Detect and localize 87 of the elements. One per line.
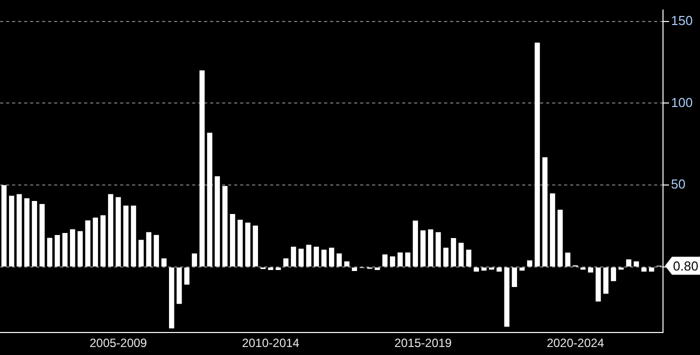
bar — [534, 42, 540, 267]
bar — [154, 234, 159, 267]
bar — [398, 252, 403, 267]
bar — [161, 258, 167, 267]
x-tick-label: 2005-2009 — [90, 336, 148, 350]
bar — [16, 194, 22, 267]
bar — [214, 176, 220, 267]
bar — [1, 185, 7, 267]
bar — [550, 193, 556, 267]
x-tick-label: 2010-2014 — [242, 336, 300, 350]
bar — [138, 240, 144, 267]
bar — [382, 254, 388, 267]
bar — [54, 234, 60, 267]
bar — [47, 238, 52, 267]
bar — [512, 268, 518, 288]
bar — [24, 198, 30, 267]
bar — [298, 248, 304, 267]
bar — [9, 196, 14, 267]
bar — [306, 244, 312, 267]
bar — [496, 268, 502, 272]
bar — [321, 250, 327, 267]
bar — [450, 238, 456, 267]
bar — [542, 157, 548, 267]
bar — [92, 218, 98, 267]
bar — [558, 210, 563, 267]
bar — [596, 268, 601, 302]
bar — [344, 261, 350, 267]
bar — [252, 226, 258, 267]
y-tick-label: 150 — [671, 12, 693, 28]
bar — [466, 250, 472, 267]
bar — [481, 268, 487, 271]
bar — [527, 260, 532, 267]
bar — [374, 268, 380, 270]
bar — [207, 132, 212, 267]
bar — [199, 70, 205, 267]
bar — [70, 229, 76, 267]
bar — [230, 214, 236, 267]
bar — [276, 268, 281, 270]
bar — [336, 253, 342, 267]
bar — [626, 259, 632, 267]
bar — [519, 268, 525, 271]
bar — [85, 220, 90, 267]
bar — [176, 268, 182, 304]
bar — [184, 268, 190, 285]
bar — [603, 268, 608, 294]
bar — [32, 201, 38, 267]
bar — [405, 252, 410, 267]
bar — [290, 246, 296, 267]
bar — [329, 248, 334, 267]
bar — [610, 268, 616, 282]
bar — [565, 252, 570, 267]
bar — [420, 230, 426, 267]
bar — [412, 220, 418, 267]
bar — [238, 220, 243, 267]
bar — [428, 229, 434, 267]
bar — [146, 232, 152, 267]
bar — [108, 194, 114, 267]
bar — [390, 256, 396, 267]
y-tick-label: 50 — [671, 176, 686, 192]
bar — [123, 206, 128, 267]
bar — [634, 261, 639, 267]
bar — [245, 222, 250, 267]
bar — [116, 197, 121, 267]
bar — [78, 231, 83, 267]
bar — [222, 186, 228, 267]
x-tick-label: 2015-2019 — [394, 336, 452, 350]
bar — [314, 246, 319, 267]
bar — [443, 248, 448, 267]
bar — [474, 268, 479, 272]
bar — [268, 268, 274, 270]
bar — [100, 215, 106, 267]
bar — [504, 268, 510, 327]
bar — [648, 268, 654, 272]
bar — [352, 268, 358, 271]
bar — [40, 204, 45, 267]
bar — [588, 268, 594, 272]
bar — [283, 258, 288, 267]
x-tick-label: 2020-2024 — [546, 336, 604, 350]
y-tick-label: 100 — [671, 94, 693, 110]
bar — [436, 232, 441, 267]
bar — [62, 232, 68, 267]
bar — [192, 253, 198, 267]
bar — [458, 242, 464, 267]
bar — [169, 268, 174, 328]
text: 0.80 — [673, 258, 698, 274]
bar — [641, 268, 647, 272]
bar — [130, 206, 136, 267]
